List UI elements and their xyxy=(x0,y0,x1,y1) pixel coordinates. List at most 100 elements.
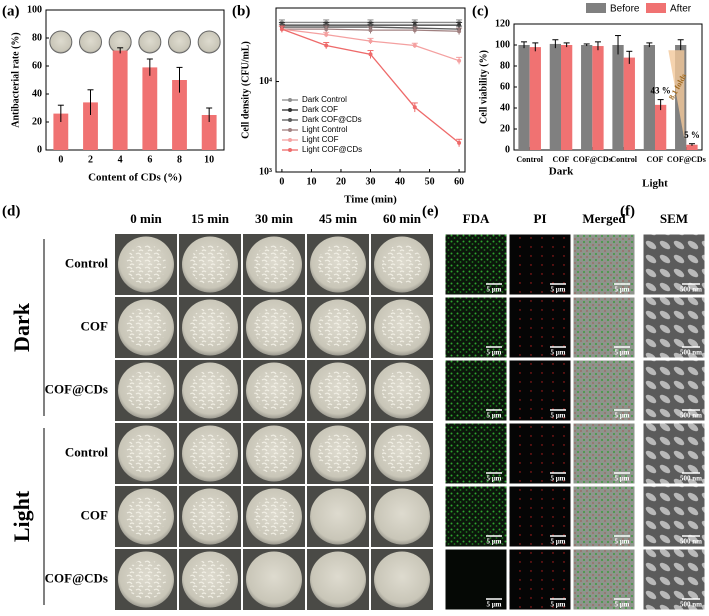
bar xyxy=(53,113,69,150)
colonies xyxy=(318,433,358,474)
sem-image xyxy=(642,296,706,359)
dish-photo xyxy=(138,30,162,54)
x-tick-label: 2 xyxy=(88,154,93,165)
micrograph xyxy=(572,296,636,359)
panel-label: (d) xyxy=(2,203,20,219)
marker xyxy=(279,27,284,32)
micrograph xyxy=(444,359,508,422)
colonies xyxy=(254,370,294,411)
micrograph xyxy=(444,422,508,485)
colonies xyxy=(382,433,422,474)
scale-bar: 500 nm xyxy=(680,349,702,357)
colonies xyxy=(126,559,166,600)
micrograph xyxy=(572,359,636,422)
marker xyxy=(457,140,462,145)
bar xyxy=(623,57,635,150)
marker xyxy=(457,29,462,34)
colonies xyxy=(190,370,230,411)
y-axis-label: Antibacterial rate (%) xyxy=(10,32,21,128)
column-header: 60 min xyxy=(383,211,422,226)
bar xyxy=(112,50,128,150)
dish-photo xyxy=(79,30,102,54)
micrograph xyxy=(508,296,572,359)
dish-photo xyxy=(49,30,73,54)
x-tick-label: Control xyxy=(610,155,637,164)
x-tick-label: 20 xyxy=(336,176,346,187)
legend-marker xyxy=(288,138,292,142)
colonies xyxy=(382,244,422,285)
row-label: Control xyxy=(65,255,108,270)
scale-bar: 5 μm xyxy=(614,601,629,609)
plate-dish xyxy=(374,488,430,545)
colonies xyxy=(126,370,166,411)
column-header: PI xyxy=(534,211,547,226)
micrograph xyxy=(572,548,636,611)
scale-bar: 500 nm xyxy=(680,475,702,483)
x-axis-label: Time (min) xyxy=(344,194,397,206)
colonies xyxy=(190,307,230,348)
plate-dish xyxy=(374,551,430,608)
y-axis-label: Cell viability (%) xyxy=(478,50,489,124)
marker xyxy=(412,28,417,33)
x-tick-label: Control xyxy=(516,155,543,164)
x-tick-label: 6 xyxy=(147,154,152,165)
column-header: FDA xyxy=(463,211,490,226)
micrograph xyxy=(444,548,508,611)
legend-marker xyxy=(288,128,292,132)
legend-label: Light COF xyxy=(302,135,339,144)
sem-image xyxy=(642,233,706,296)
scale-bar: 500 nm xyxy=(680,286,702,294)
row-label: COF@CDs xyxy=(45,381,108,396)
scale-bar: 500 nm xyxy=(680,412,702,420)
scale-bar: 5 μm xyxy=(486,349,501,357)
column-header: Merged xyxy=(582,211,626,226)
colonies xyxy=(126,244,166,285)
scale-bar: 5 μm xyxy=(614,412,629,420)
row-label: COF@CDs xyxy=(45,570,108,585)
micrograph xyxy=(444,485,508,548)
x-tick-label: 10 xyxy=(204,154,214,165)
legend-label: Dark COF xyxy=(302,105,338,114)
x-tick-label: COF@CDs xyxy=(573,155,612,164)
y-tick-label: 10³ xyxy=(259,166,272,177)
y-tick-label: 40 xyxy=(32,88,42,99)
micrograph xyxy=(444,233,508,296)
dish-photo xyxy=(168,30,191,54)
colonies xyxy=(126,496,166,537)
colonies xyxy=(382,307,422,348)
scale-bar: 500 nm xyxy=(680,601,702,609)
legend-marker xyxy=(288,118,292,122)
group-label: Light xyxy=(642,178,668,190)
legend-swatch xyxy=(586,3,606,13)
scale-bar: 500 nm xyxy=(680,538,702,546)
scale-bar: 5 μm xyxy=(486,412,501,420)
y-tick-label: 120 xyxy=(495,18,510,29)
bar xyxy=(643,45,655,150)
colonies xyxy=(190,433,230,474)
scale-bar: 5 μm xyxy=(550,349,565,357)
fold-wedge xyxy=(668,50,685,140)
bar xyxy=(201,115,217,150)
scale-bar: 5 μm xyxy=(550,538,565,546)
plate-dish xyxy=(310,488,366,545)
scale-bar: 5 μm xyxy=(614,349,629,357)
y-tick-label: 20 xyxy=(500,123,510,134)
scale-bar: 5 μm xyxy=(614,286,629,294)
legend-marker xyxy=(288,148,292,152)
value-label: 5 % xyxy=(684,130,700,140)
group-label: Light xyxy=(9,490,34,542)
colonies xyxy=(382,370,422,411)
colonies xyxy=(254,433,294,474)
colonies xyxy=(126,433,166,474)
scale-bar: 5 μm xyxy=(614,538,629,546)
column-header: SEM xyxy=(660,211,688,226)
x-tick-label: COF xyxy=(553,155,570,164)
legend-label: Light COF@CDs xyxy=(302,145,362,154)
y-tick-label: 40 xyxy=(500,102,510,113)
x-tick-label: 40 xyxy=(395,176,405,187)
micrograph xyxy=(508,548,572,611)
row-label: Control xyxy=(65,444,108,459)
panel-label: (b) xyxy=(232,3,250,19)
sem-image xyxy=(642,548,706,611)
colonies xyxy=(190,559,230,600)
